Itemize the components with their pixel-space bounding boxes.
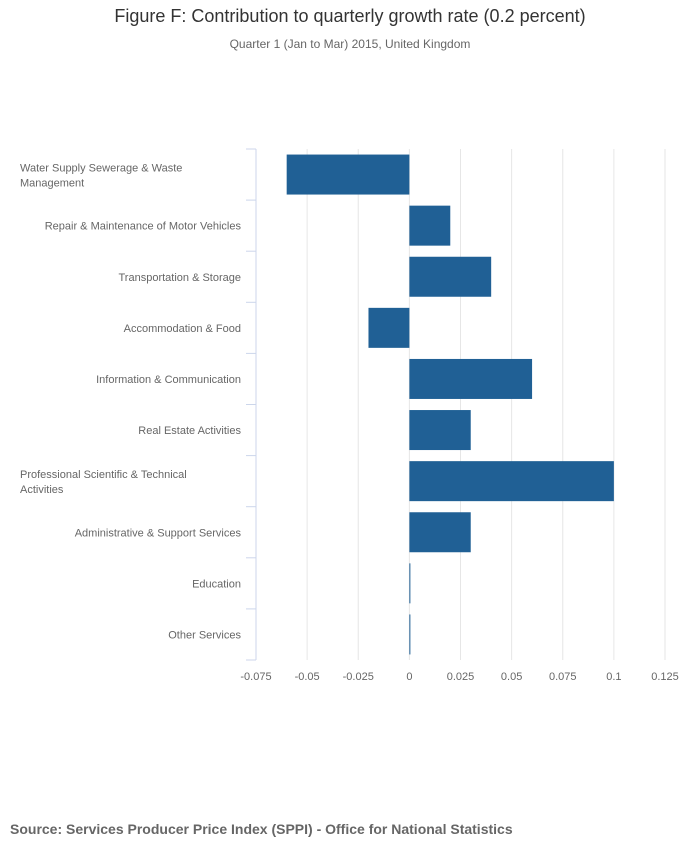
x-tick-label: -0.075 — [240, 671, 271, 683]
category-label: Professional Scientific & Technical Activ… — [20, 469, 187, 496]
x-tick-label: 0.125 — [651, 671, 679, 683]
x-tick-label: 0.025 — [447, 671, 475, 683]
category-label: Administrative & Support Services — [75, 527, 242, 539]
category-label: Other Services — [168, 629, 241, 641]
bar — [409, 256, 492, 297]
category-label: Accommodation & Food — [124, 323, 241, 335]
category-label: Transportation & Storage — [119, 272, 242, 284]
x-tick-label: 0.05 — [501, 671, 522, 683]
bar — [368, 307, 410, 348]
bar — [409, 614, 411, 655]
x-tick-label: 0.075 — [549, 671, 577, 683]
source-note: Source: Services Producer Price Index (S… — [10, 821, 513, 837]
bar — [409, 563, 411, 604]
category-label: Repair & Maintenance of Motor Vehicles — [45, 221, 242, 233]
bar — [409, 461, 614, 502]
category-label: Water Supply Sewerage & Waste Management — [20, 163, 182, 190]
x-tick-label: -0.025 — [343, 671, 374, 683]
chart-subtitle: Quarter 1 (Jan to Mar) 2015, United King… — [229, 37, 471, 51]
bar — [409, 512, 471, 553]
x-tick-label: 0 — [406, 671, 412, 683]
bar — [409, 205, 451, 246]
bar — [409, 410, 471, 451]
bar — [286, 154, 410, 195]
x-tick-label: -0.05 — [295, 671, 320, 683]
bar — [409, 358, 533, 399]
chart-title: Figure F: Contribution to quarterly grow… — [114, 6, 586, 26]
category-label: Real Estate Activities — [138, 425, 241, 437]
category-label: Education — [192, 578, 241, 590]
x-tick-label: 0.1 — [606, 671, 621, 683]
category-label: Information & Communication — [96, 374, 241, 386]
